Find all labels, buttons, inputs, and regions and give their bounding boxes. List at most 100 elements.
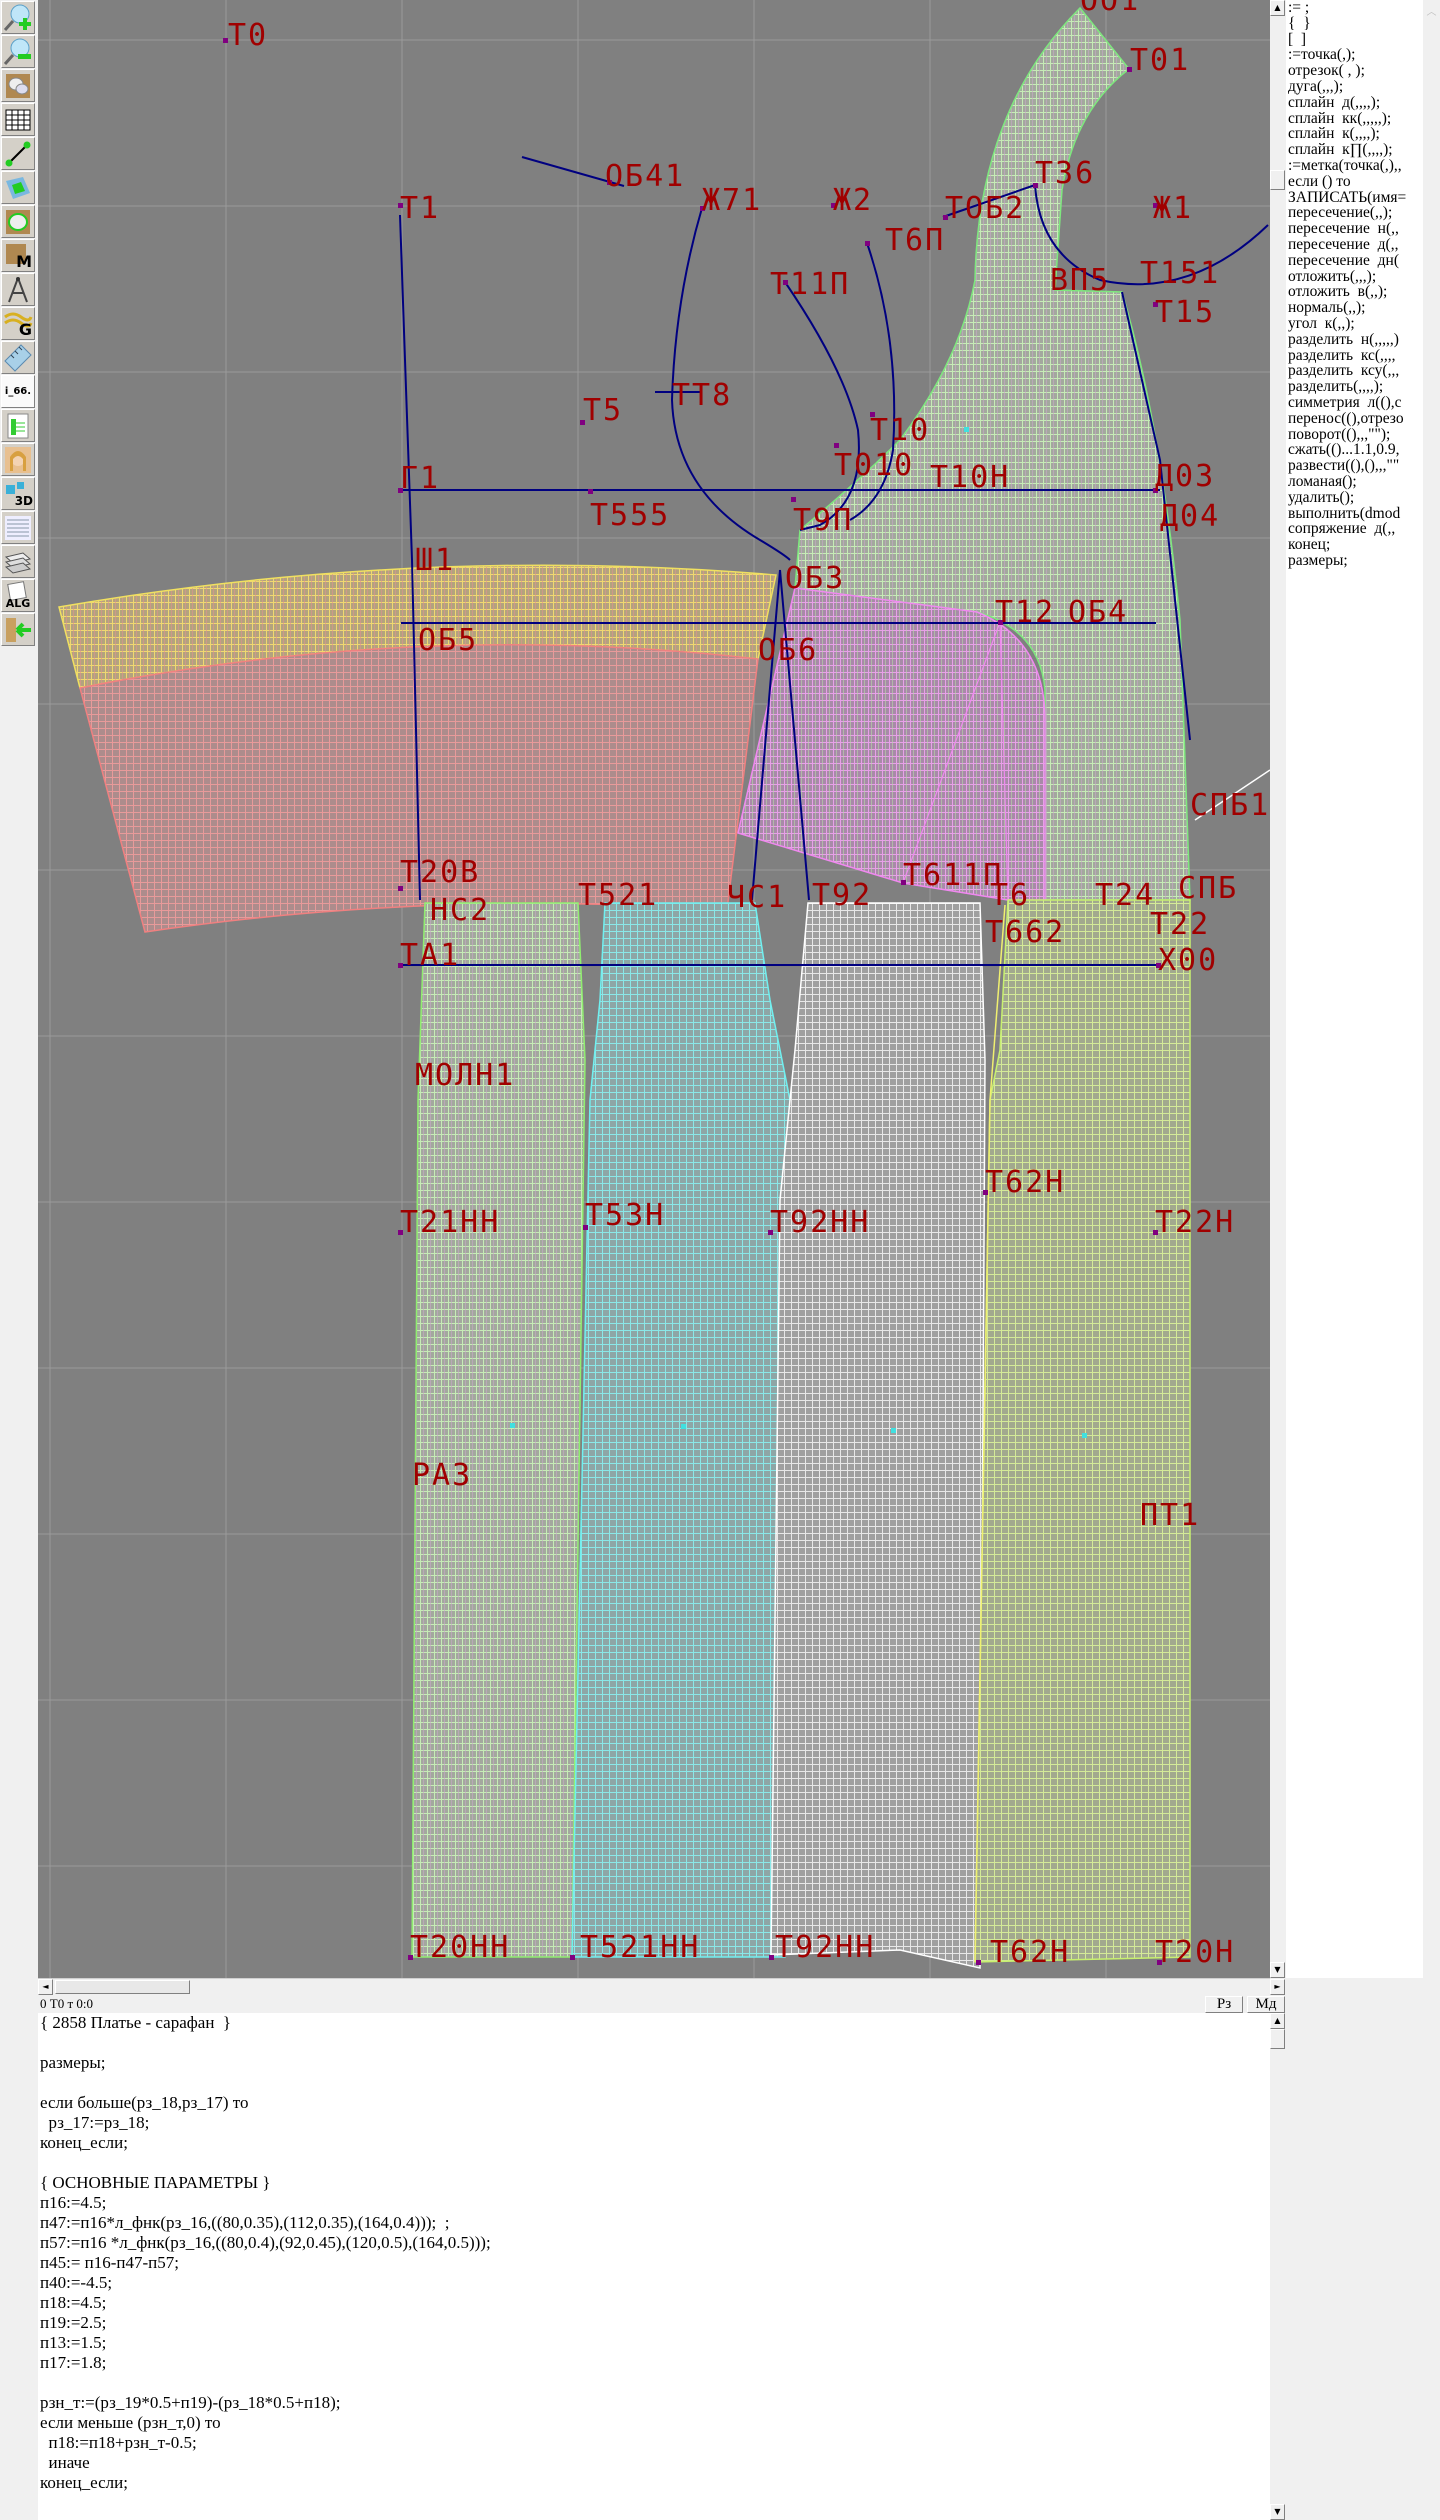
grid-button[interactable] [1, 103, 35, 136]
command-item[interactable]: сплайн д(,,,,); [1288, 93, 1381, 111]
scroll-down-button[interactable]: ▼ [1270, 1962, 1285, 1978]
command-item[interactable]: сплайн кк(,,,,,); [1288, 109, 1392, 127]
algorithm-button[interactable]: ALG [1, 579, 35, 612]
code-line[interactable]: { 2858 Платье - сарафан } [40, 2013, 232, 2032]
command-item[interactable]: ломаная(); [1288, 472, 1357, 490]
line-segment-button[interactable] [1, 137, 35, 170]
model-button[interactable]: Мд [1247, 1996, 1285, 2013]
command-item[interactable]: пересечение д(,, [1288, 235, 1399, 253]
skirt-panel-2[interactable] [571, 902, 791, 1958]
command-item[interactable]: разделить(,,,,); [1288, 378, 1384, 396]
code-line[interactable]: п57:=п16 *л_фнк(рз_16,((80,0.4),(92,0.45… [40, 2233, 491, 2252]
command-item[interactable]: угол к(,,); [1288, 314, 1355, 332]
code-line[interactable]: конец_если; [40, 2473, 128, 2492]
drawing-canvas[interactable]: Т0 Т1 ОБ41 Ж71 Ж2 ТОБ2 Т36 Ж1 Т01 ОО1 Т6… [38, 0, 1270, 1978]
command-item[interactable]: { } [1288, 14, 1311, 32]
code-line[interactable]: п18:=4.5; [40, 2293, 107, 2312]
command-item[interactable]: разделить кс(,,,, [1288, 346, 1396, 364]
editor-scroll-thumb[interactable] [1270, 2029, 1285, 2049]
code-line[interactable]: иначе [40, 2453, 90, 2472]
canvas-horizontal-scrollbar[interactable]: ◄ ► [38, 1978, 1285, 1996]
command-item[interactable]: симметрия л((),с [1288, 393, 1402, 411]
scroll-up-arrow-icon[interactable]: ︿ [1426, 7, 1437, 18]
command-item[interactable]: выполнить(dmod [1288, 504, 1401, 522]
skirt-panel-3[interactable] [770, 902, 986, 1969]
code-line[interactable] [38, 2073, 1270, 2093]
zoom-in-button[interactable] [1, 1, 35, 34]
scroll-thumb[interactable] [1270, 170, 1285, 190]
command-item[interactable]: :=точка(,); [1288, 46, 1356, 64]
scroll-right-button[interactable]: ► [1270, 1979, 1285, 1995]
command-item[interactable]: если () то [1288, 172, 1351, 190]
compass-button[interactable] [1, 273, 35, 306]
zoom-out-button[interactable] [1, 35, 35, 68]
command-item[interactable]: перенос((),отрезо [1288, 409, 1404, 427]
command-list[interactable]: := ;{ }[ ]:=точка(,); отрезок( , ); дуга(,… [1286, 0, 1423, 1978]
code-line[interactable]: размеры; [40, 2053, 106, 2072]
sizes-button[interactable]: Рз [1205, 1996, 1243, 2013]
layout-map-button[interactable] [1, 171, 35, 204]
skirt-panel-4[interactable] [974, 899, 1191, 1963]
command-item[interactable]: пересечение дн( [1288, 251, 1399, 269]
ruler-button[interactable] [1, 341, 35, 374]
code-line[interactable] [38, 2153, 1270, 2173]
3d-view-button[interactable]: 3D [1, 477, 35, 510]
yoke-piece[interactable] [79, 644, 759, 933]
code-line[interactable]: п47:=п16*л_фнк(рз_16,((80,0.35),(112,0.3… [40, 2213, 450, 2232]
code-line[interactable]: если больше(рз_18,рз_17) то [40, 2093, 249, 2112]
command-item[interactable]: сплайн к∏(,,,,); [1288, 141, 1393, 159]
library-button[interactable] [1, 545, 35, 578]
code-line[interactable]: конец_если; [40, 2133, 128, 2152]
command-item[interactable]: := ; [1288, 0, 1310, 16]
editor-scroll-down-button[interactable]: ▼ [1270, 2504, 1285, 2520]
piece-outline-button[interactable] [1, 205, 35, 238]
code-line[interactable]: рзн_т:=(рз_19*0.5+п19)-(рз_18*0.5+п18); [40, 2393, 341, 2412]
command-item[interactable]: пересечение н(,, [1288, 220, 1399, 238]
avatar-button[interactable] [1, 443, 35, 476]
canvas-vertical-scrollbar[interactable]: ▲ ▼ [1270, 0, 1286, 1978]
code-line[interactable] [38, 2373, 1270, 2393]
code-line[interactable]: п16:=4.5; [40, 2193, 107, 2212]
command-item[interactable]: сжать(()...1.1,0.9, [1288, 441, 1400, 459]
command-item[interactable]: ЗАПИСАТЬ(имя= [1288, 188, 1407, 206]
code-line[interactable] [38, 2033, 1270, 2053]
command-item[interactable]: сплайн к(,,,,); [1288, 125, 1380, 143]
command-item[interactable]: [ ] [1288, 30, 1307, 48]
code-line[interactable]: п40:=-4.5; [40, 2273, 113, 2292]
spreadsheet-button[interactable] [1, 409, 35, 442]
list-button[interactable] [1, 511, 35, 544]
grading-button[interactable]: G [1, 307, 35, 340]
command-item[interactable]: дуга(,,,); [1288, 77, 1344, 95]
command-item[interactable]: поворот((),,,""); [1288, 425, 1391, 443]
code-line[interactable]: п45:= п16-п47-п57; [40, 2253, 179, 2272]
pattern-pieces-button[interactable] [1, 69, 35, 102]
command-item[interactable]: отрезок( , ); [1288, 62, 1365, 80]
code-line[interactable]: п13:=1.5; [40, 2333, 107, 2352]
command-item[interactable]: сопряжение д(,, [1288, 520, 1396, 538]
code-line[interactable]: п18:=п18+рзн_т-0.5; [40, 2433, 197, 2452]
code-line[interactable]: рз_17:=рз_18; [40, 2113, 150, 2132]
command-item[interactable]: разделить н(,,,,,) [1288, 330, 1399, 348]
model-button[interactable]: M [1, 239, 35, 272]
command-list-scrollbar[interactable]: ︿ [1423, 0, 1440, 1978]
command-item[interactable]: :=метка(точка(,),, [1288, 156, 1402, 174]
algorithm-editor[interactable]: { 2858 Платье - сарафан } размеры; если бо… [38, 2013, 1270, 2520]
command-item[interactable]: удалить(); [1288, 488, 1355, 506]
horizontal-scroll-thumb[interactable] [55, 1980, 190, 1994]
exit-button[interactable] [1, 613, 35, 646]
variable-button[interactable]: i_66. [1, 375, 35, 408]
editor-scroll-up-button[interactable]: ▲ [1270, 2013, 1285, 2029]
scroll-left-button[interactable]: ◄ [38, 1979, 53, 1995]
command-item[interactable]: отложить(,,,); [1288, 267, 1377, 285]
code-line[interactable]: если меньше (рзн_т,0) то [40, 2413, 221, 2432]
code-line[interactable]: п19:=2.5; [40, 2313, 107, 2332]
code-line[interactable]: { ОСНОВНЫЕ ПАРАМЕТРЫ } [40, 2173, 271, 2192]
command-item[interactable]: отложить в(,,); [1288, 283, 1388, 301]
command-item[interactable]: разделить ксу(,,, [1288, 362, 1400, 380]
scroll-up-button[interactable]: ▲ [1270, 0, 1285, 16]
command-item[interactable]: пересечение(,,); [1288, 204, 1393, 222]
command-item[interactable]: нормаль(,,); [1288, 299, 1366, 317]
editor-scrollbar[interactable]: ▲ ▼ [1270, 2013, 1286, 2520]
command-item[interactable]: размеры; [1288, 551, 1348, 569]
command-item[interactable]: развести((),(),,,"" [1288, 457, 1400, 475]
